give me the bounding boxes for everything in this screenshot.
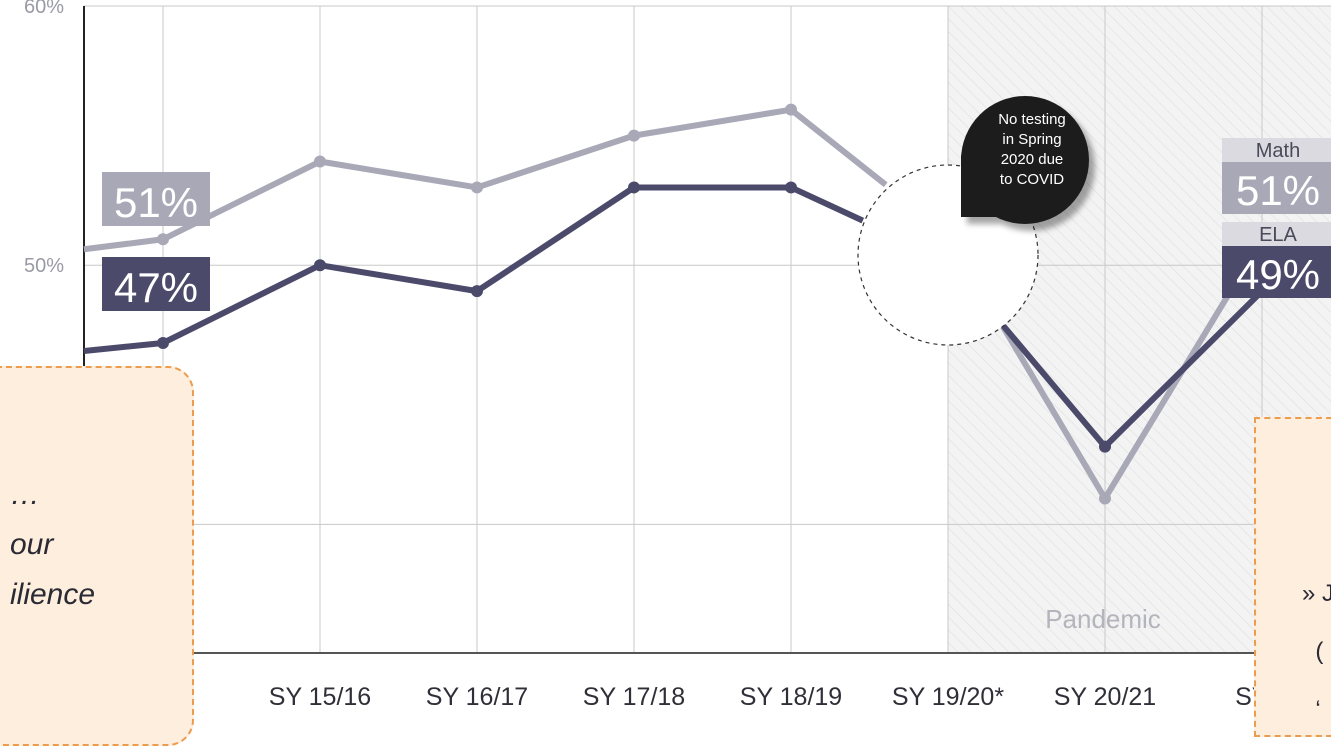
x-tick-label: SY 18/19 <box>740 683 842 711</box>
annotation-line: No testing <box>998 111 1066 128</box>
y-tick-label: 60% <box>24 0 64 18</box>
ela-point <box>785 181 797 194</box>
ela-start-badge-box <box>102 257 210 311</box>
ela-point <box>314 259 326 272</box>
math-point <box>471 181 483 194</box>
math-point <box>1099 492 1111 505</box>
callout-right-text: » J ( ‘ <box>1302 580 1331 723</box>
ela-end-name-box <box>1222 222 1331 246</box>
callout-left-text: … our ilience <box>10 478 96 611</box>
x-tick-label: SY 19/20* <box>892 683 1004 711</box>
series-lines <box>83 103 1265 505</box>
annotation-line: to COVID <box>1000 171 1064 188</box>
math-start-badge-box <box>102 172 210 226</box>
x-tick-label: SY 16/17 <box>426 683 528 711</box>
y-tick-labels: 60% 50% <box>24 0 64 277</box>
math-point <box>314 155 326 168</box>
ela-point <box>1099 440 1111 453</box>
x-tick-label: SY 15/16 <box>269 683 371 711</box>
math-end-value-text: 51% <box>1236 167 1320 214</box>
ela-point <box>628 181 640 194</box>
annotation-line: in Spring <box>1002 131 1061 148</box>
math-end-value-box <box>1222 162 1331 214</box>
math-start-badge-text: 51% <box>114 179 198 226</box>
x-tick-label: SY 20/21 <box>1054 683 1156 711</box>
math-point <box>785 103 797 116</box>
callout-card-left: … our ilience <box>0 366 194 746</box>
ela-start-badge-text: 47% <box>114 264 198 311</box>
covid-annotation-text: No testing in Spring 2020 due to COVID <box>998 111 1066 188</box>
x-tick-label: SY 17/18 <box>583 683 685 711</box>
math-point <box>628 129 640 142</box>
pandemic-label: Pandemic <box>1045 604 1161 634</box>
covid-annotation-bubble <box>961 96 1089 224</box>
callout-card-right: » J ( ‘ <box>1254 417 1331 737</box>
math-point <box>157 233 169 246</box>
math-end-name-box <box>1222 138 1331 162</box>
y-tick-label: 50% <box>24 255 64 277</box>
ela-end-value-text: 49% <box>1236 251 1320 298</box>
ela-point <box>471 285 483 298</box>
ela-end-name-text: ELA <box>1259 224 1297 246</box>
ela-end-value-box <box>1222 246 1331 298</box>
math-end-name-text: Math <box>1256 140 1300 162</box>
grid <box>84 5 1331 654</box>
ela-point <box>157 336 169 349</box>
value-badges: 51% 47% Math 51% ELA 49% <box>102 138 1331 311</box>
annotation-line: 2020 due <box>1001 151 1064 168</box>
